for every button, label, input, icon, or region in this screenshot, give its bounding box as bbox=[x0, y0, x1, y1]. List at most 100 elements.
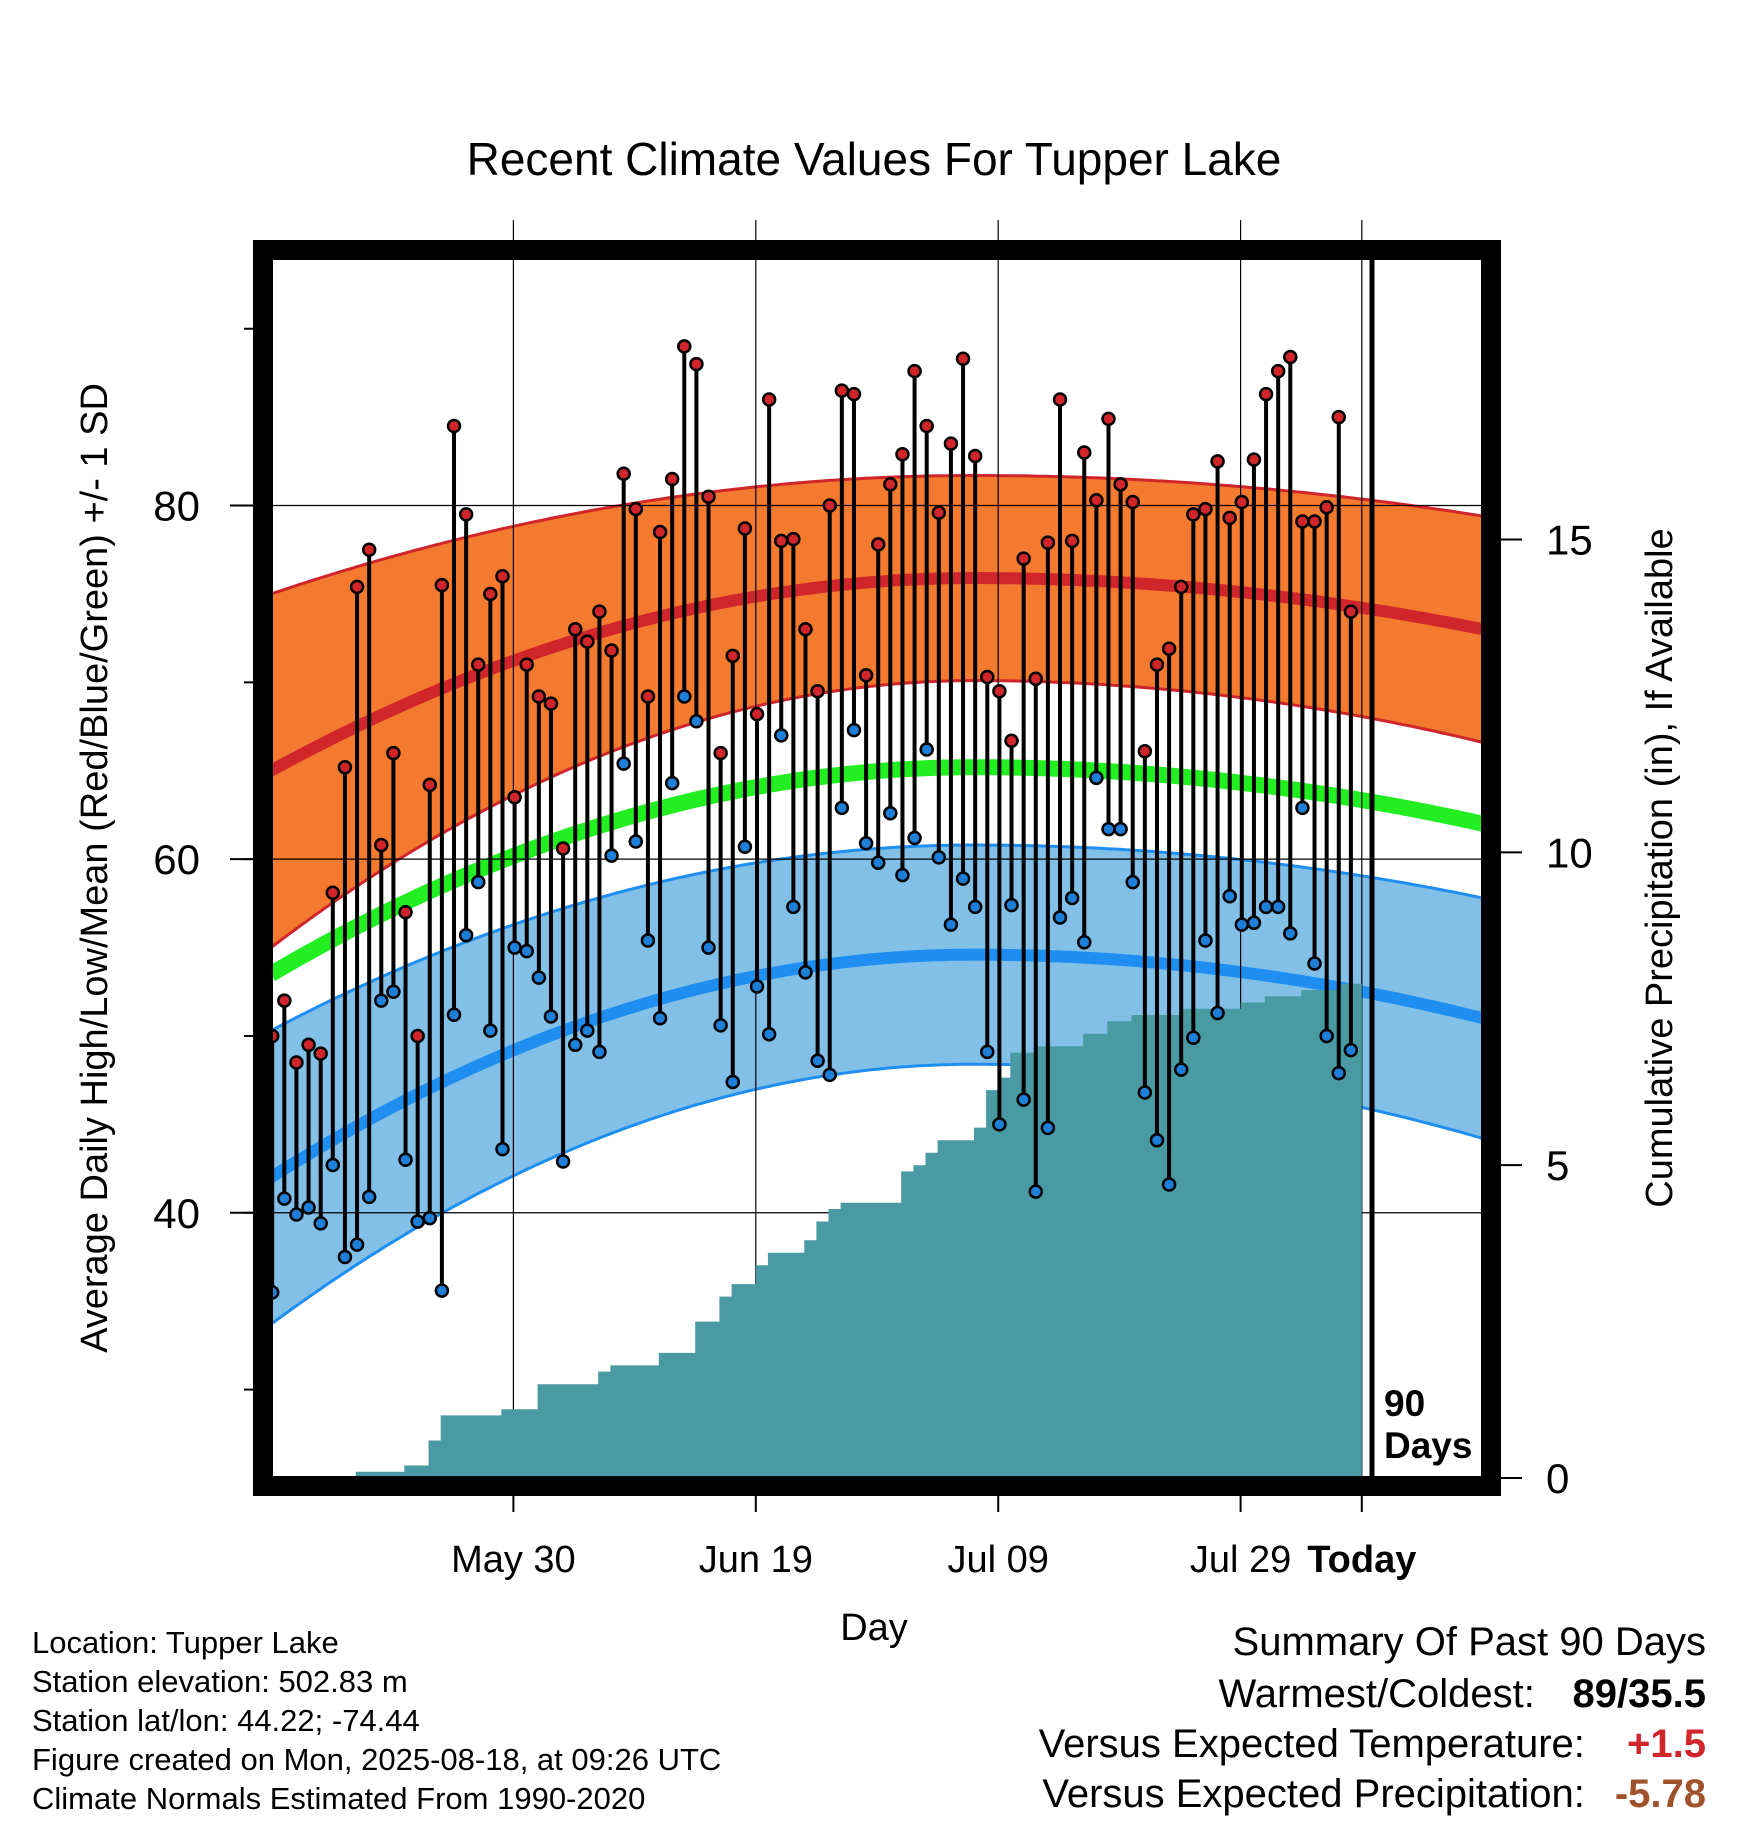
high-point bbox=[640, 689, 656, 704]
summary-title: Summary Of Past 90 Days bbox=[1232, 1620, 1706, 1664]
created-text: Figure created on Mon, 2025-08-18, at 09… bbox=[32, 1742, 722, 1777]
high-point bbox=[664, 471, 680, 487]
low-point bbox=[725, 1074, 741, 1090]
high-point bbox=[1295, 514, 1310, 529]
low-point bbox=[1258, 899, 1274, 915]
low-point bbox=[1234, 917, 1250, 932]
high-point bbox=[337, 759, 353, 775]
low-point bbox=[1222, 889, 1237, 904]
low-point bbox=[701, 940, 716, 955]
high-point bbox=[822, 498, 837, 513]
low-point bbox=[1343, 1042, 1359, 1058]
low-point bbox=[846, 722, 862, 738]
low-point bbox=[337, 1249, 353, 1265]
high-point bbox=[1222, 510, 1237, 526]
low-point bbox=[1186, 1030, 1201, 1045]
x-tick-label: Jun 19 bbox=[699, 1539, 813, 1581]
high-point bbox=[701, 489, 716, 504]
low-point bbox=[761, 1026, 777, 1042]
low-point bbox=[519, 943, 534, 959]
x-axis: May 30 Jun 19 Jul 09 Jul 29 Today bbox=[451, 1494, 1416, 1581]
low-point bbox=[422, 1210, 438, 1226]
low-point bbox=[822, 1067, 837, 1083]
high-point bbox=[1283, 349, 1298, 365]
precip-label: Versus Expected Precipitation: bbox=[1042, 1772, 1585, 1816]
high-point bbox=[422, 777, 438, 793]
low-point bbox=[677, 689, 692, 704]
low-point bbox=[737, 839, 753, 855]
high-point bbox=[1016, 551, 1031, 566]
high-point bbox=[1270, 363, 1286, 379]
today-days-word: Days bbox=[1384, 1425, 1472, 1466]
low-point bbox=[810, 1053, 825, 1068]
high-point bbox=[931, 505, 947, 520]
high-point bbox=[725, 648, 741, 664]
y2-tick-label: 5 bbox=[1546, 1142, 1569, 1189]
low-point bbox=[628, 834, 644, 849]
high-point bbox=[446, 418, 462, 434]
low-point bbox=[919, 742, 934, 757]
low-point bbox=[458, 927, 474, 943]
x-tick-label: May 30 bbox=[451, 1539, 576, 1581]
precip-value: -5.78 bbox=[1614, 1772, 1706, 1816]
low-point bbox=[1137, 1085, 1153, 1100]
y-tick-label: 40 bbox=[153, 1190, 200, 1237]
low-point bbox=[1307, 956, 1322, 971]
high-point bbox=[471, 657, 486, 672]
low-point bbox=[434, 1283, 450, 1298]
today-days-number: 90 bbox=[1384, 1383, 1425, 1424]
low-point bbox=[349, 1237, 365, 1252]
high-point bbox=[749, 706, 765, 722]
high-point bbox=[1161, 641, 1177, 657]
high-point bbox=[786, 531, 801, 547]
high-point bbox=[1149, 657, 1165, 672]
high-point bbox=[713, 745, 728, 761]
high-point bbox=[1186, 507, 1201, 522]
high-point bbox=[1319, 500, 1334, 515]
high-point bbox=[895, 447, 910, 462]
low-point bbox=[1149, 1133, 1165, 1148]
high-point bbox=[798, 622, 813, 637]
low-point bbox=[386, 984, 401, 1000]
high-point bbox=[592, 604, 607, 619]
high-point bbox=[810, 683, 825, 699]
precip-cumulative-area bbox=[271, 983, 1362, 1478]
y-tick-label: 60 bbox=[153, 836, 200, 883]
high-point bbox=[555, 841, 571, 856]
y-tick-label: 80 bbox=[153, 483, 200, 530]
low-point bbox=[774, 728, 789, 743]
warmest-row: Warmest/Coldest: 89/35.5 bbox=[1219, 1672, 1707, 1717]
high-point bbox=[955, 351, 971, 367]
high-point bbox=[1125, 494, 1140, 510]
high-point bbox=[943, 436, 959, 451]
high-point bbox=[1040, 535, 1056, 550]
low-point bbox=[1004, 897, 1019, 913]
location-text: Location: Tupper Lake bbox=[32, 1625, 339, 1660]
low-point bbox=[313, 1216, 328, 1231]
low-point bbox=[592, 1044, 607, 1060]
low-point bbox=[277, 1191, 292, 1206]
x-tick-label: Jul 09 bbox=[947, 1539, 1048, 1581]
high-point bbox=[289, 1055, 304, 1070]
low-point bbox=[1210, 1005, 1225, 1021]
y2-tick-label: 15 bbox=[1546, 517, 1593, 564]
low-point bbox=[713, 1018, 728, 1033]
high-point bbox=[604, 643, 619, 658]
low-point bbox=[1028, 1184, 1044, 1199]
low-point bbox=[567, 1037, 583, 1053]
low-point bbox=[1283, 926, 1298, 941]
precip-row: Versus Expected Precipitation: -5.78 bbox=[1042, 1772, 1706, 1817]
low-point bbox=[1040, 1120, 1056, 1136]
low-point bbox=[689, 713, 704, 729]
x-axis-title: Day bbox=[840, 1607, 908, 1649]
high-point bbox=[616, 466, 631, 481]
low-point bbox=[967, 899, 983, 915]
high-point bbox=[652, 524, 668, 540]
high-point bbox=[737, 521, 753, 536]
y2-tick-label: 10 bbox=[1546, 829, 1593, 876]
low-point bbox=[1161, 1177, 1177, 1192]
today-marker-label: 90 Days bbox=[1384, 1383, 1472, 1466]
high-point bbox=[1234, 494, 1250, 510]
low-point bbox=[664, 775, 680, 791]
